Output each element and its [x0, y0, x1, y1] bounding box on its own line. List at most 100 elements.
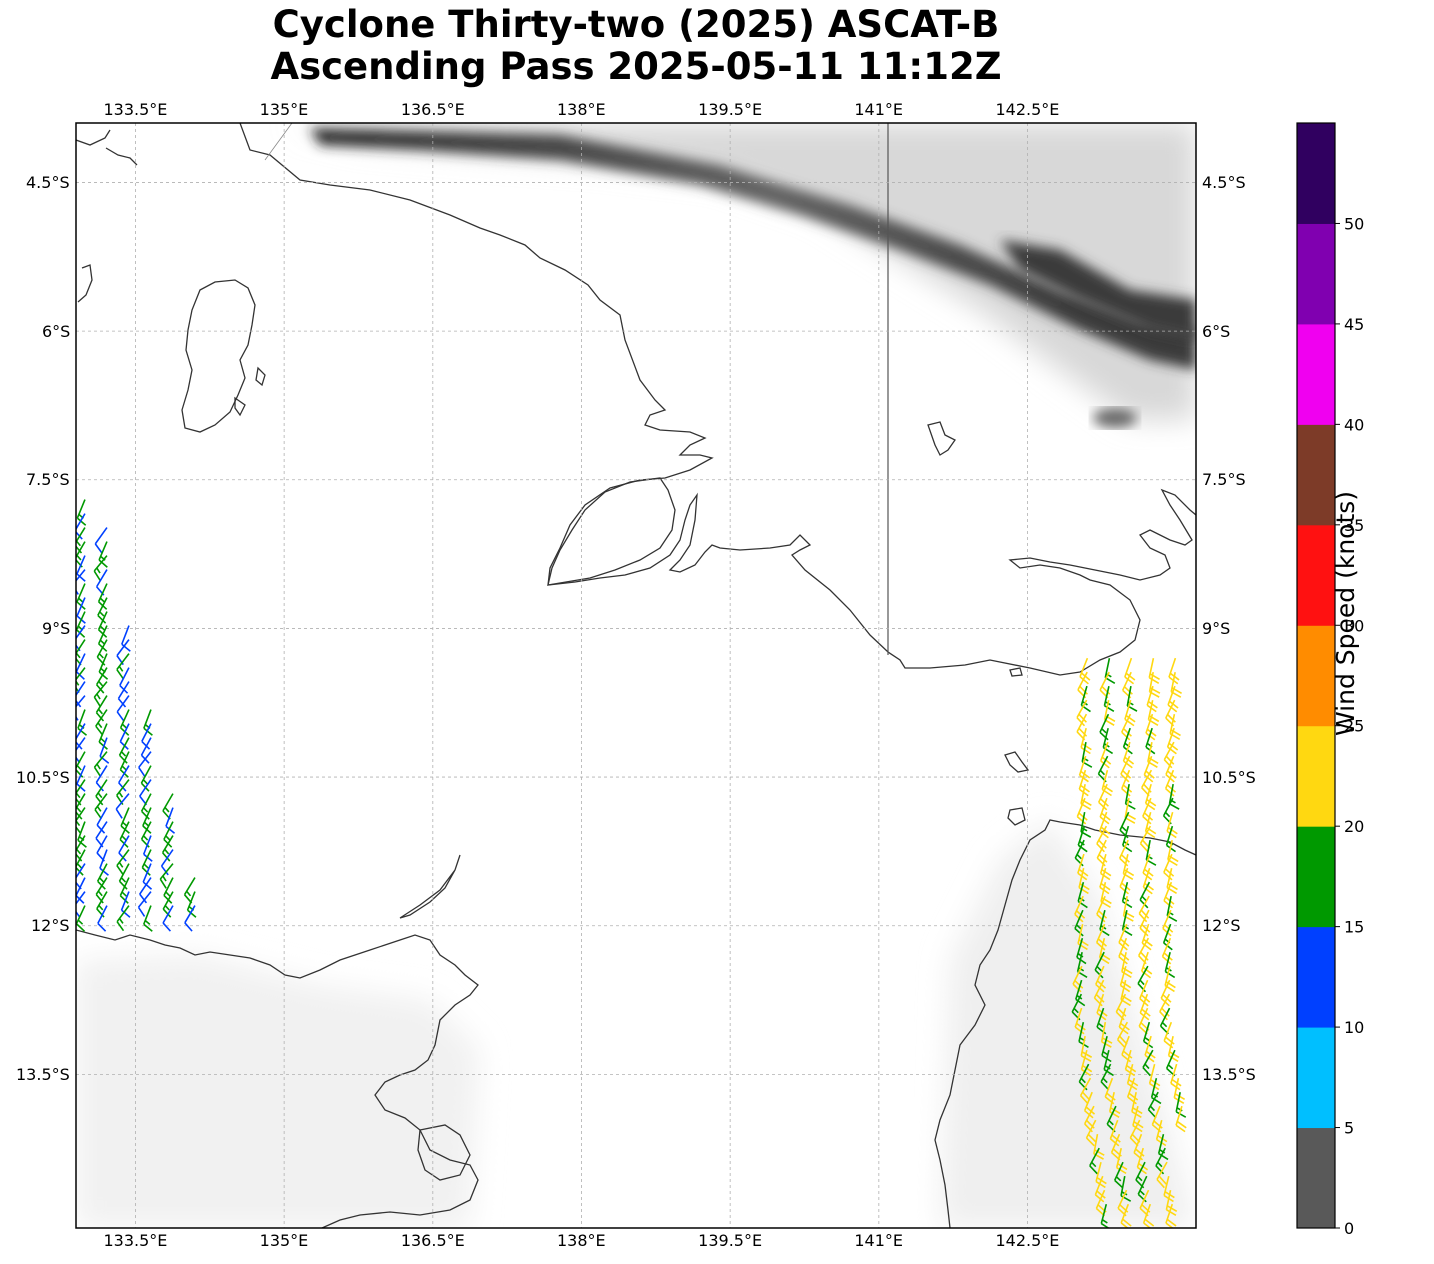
wind-barb-123	[1124, 699, 1136, 727]
wind-barb-247	[1103, 1049, 1114, 1077]
wind-barb-180	[1163, 853, 1175, 881]
wind-barb-214	[1140, 951, 1153, 979]
lat-label-left-5: 12°S	[31, 916, 70, 936]
wind-barb-32	[95, 695, 108, 722]
colorbar-bin-3	[1297, 826, 1335, 928]
wind-barb-60	[115, 793, 130, 819]
lat-label-right-0: 4.5°S	[1202, 172, 1246, 192]
wind-barb-85	[118, 863, 130, 890]
lat-label-right-3: 9°S	[1202, 618, 1231, 638]
coast-aru-islands	[181, 279, 256, 433]
wind-barb-76	[142, 835, 153, 862]
wind-barb-104	[162, 905, 174, 932]
colorbar-tick-label-10: 50	[1344, 214, 1364, 233]
wind-barb-13	[97, 597, 108, 624]
wind-barb-108	[1124, 657, 1136, 685]
wind-barb-181	[1078, 867, 1090, 895]
wind-barb-184	[1142, 867, 1154, 895]
wind-barb-107	[1104, 657, 1116, 684]
wind-barb-6	[76, 555, 86, 582]
wind-barb-49	[138, 751, 152, 778]
wind-barb-100	[76, 905, 86, 932]
wind-barb-120	[1167, 685, 1179, 713]
wind-barb-284	[1113, 1161, 1124, 1189]
wind-barb-241	[1080, 1036, 1093, 1062]
wind-barb-47	[93, 751, 108, 777]
wind-barb-61	[140, 793, 152, 820]
lon-label-top-2: 136.5°E	[400, 100, 465, 119]
wind-barb-251	[1078, 1063, 1090, 1091]
wind-barb-29	[93, 681, 108, 707]
colorbar-tick-label-2: 10	[1344, 1018, 1364, 1037]
lat-label-left-0: 4.5°S	[26, 172, 70, 192]
colorbar-tick-label-5: 25	[1344, 717, 1364, 736]
colorbar-bin-7	[1297, 424, 1335, 526]
wind-barb-148	[1121, 769, 1133, 797]
coast-island-west	[105, 147, 138, 166]
wind-barb-165	[1166, 811, 1178, 839]
wind-barb-196	[1074, 909, 1084, 937]
lon-label-top-5: 141°E	[854, 100, 903, 119]
colorbar-tick-label-4: 20	[1344, 817, 1364, 836]
map-frame	[75, 122, 1197, 1229]
lon-label-bottom-0: 133.5°E	[103, 1231, 168, 1250]
wind-barb-216	[1072, 965, 1084, 993]
wind-barb-144	[1143, 755, 1155, 783]
coast-small-island-2	[255, 366, 266, 387]
colorbar-tick-label-1: 5	[1344, 1119, 1354, 1138]
wind-barb-129	[1145, 713, 1157, 741]
wind-barb-258	[1126, 1077, 1139, 1105]
wind-barb-28	[76, 681, 86, 708]
wind-barb-7	[93, 555, 108, 581]
colorbar-bin-8	[1297, 323, 1335, 425]
wind-barb-91	[139, 877, 152, 904]
wind-barb-87	[159, 863, 174, 889]
wind-barb-159	[1142, 797, 1154, 825]
coast-frederik-hendrik-island	[547, 477, 676, 586]
lon-label-top-1: 135°E	[259, 100, 309, 119]
wind-barb-82	[160, 849, 174, 876]
wind-barb-71	[140, 821, 152, 848]
wind-barb-162	[1099, 811, 1111, 839]
wind-barb-282	[1155, 1147, 1166, 1175]
wind-barb-279	[1089, 1147, 1100, 1175]
wind-barb-268	[1132, 1105, 1144, 1133]
lon-label-top-3: 138°E	[556, 100, 606, 119]
wind-barb-157	[1099, 797, 1111, 825]
wind-barb-173	[1118, 839, 1130, 867]
colorbar-tick-label-8: 40	[1344, 415, 1364, 434]
colorbar-bin-6	[1297, 524, 1335, 626]
lat-label-right-6: 13.5°S	[1202, 1064, 1256, 1084]
wind-barb-152	[1097, 783, 1109, 811]
wind-barb-33	[116, 695, 130, 722]
wind-barb-103	[143, 905, 153, 932]
border-stub	[264, 123, 293, 161]
wind-barb-55	[95, 779, 108, 806]
lat-label-right-1: 6°S	[1202, 321, 1231, 341]
wind-barb-232	[1096, 1007, 1107, 1035]
colorbar-tick-label-3: 15	[1344, 918, 1364, 937]
wind-barb-204	[1141, 923, 1153, 951]
wind-barb-51	[95, 765, 108, 792]
colorbar-bin-0	[1297, 1127, 1335, 1229]
wind-barb-86	[142, 863, 153, 890]
wind-barb-128	[1121, 713, 1132, 741]
wind-barb-255	[1170, 1063, 1182, 1091]
wind-barb-296	[1120, 1203, 1132, 1228]
wind-barb-89	[95, 877, 108, 904]
wind-barb-249	[1142, 1049, 1154, 1077]
wind-barb-101	[97, 905, 108, 932]
wind-barb-295	[1100, 1203, 1110, 1228]
lat-label-right-2: 7.5°S	[1202, 470, 1246, 490]
wind-barb-81	[141, 849, 152, 876]
wind-barb-135	[1166, 727, 1179, 755]
wind-barb-230	[1159, 993, 1171, 1021]
wind-barb-119	[1146, 685, 1158, 713]
coast-peninsula-spit	[399, 854, 461, 919]
wind-barb-41	[141, 723, 152, 750]
wind-barb-44	[118, 737, 130, 764]
wind-barb-167	[1096, 825, 1108, 853]
wind-barb-95	[96, 891, 108, 918]
wind-barb-154	[1144, 783, 1157, 811]
wind-barb-150	[1164, 769, 1177, 797]
